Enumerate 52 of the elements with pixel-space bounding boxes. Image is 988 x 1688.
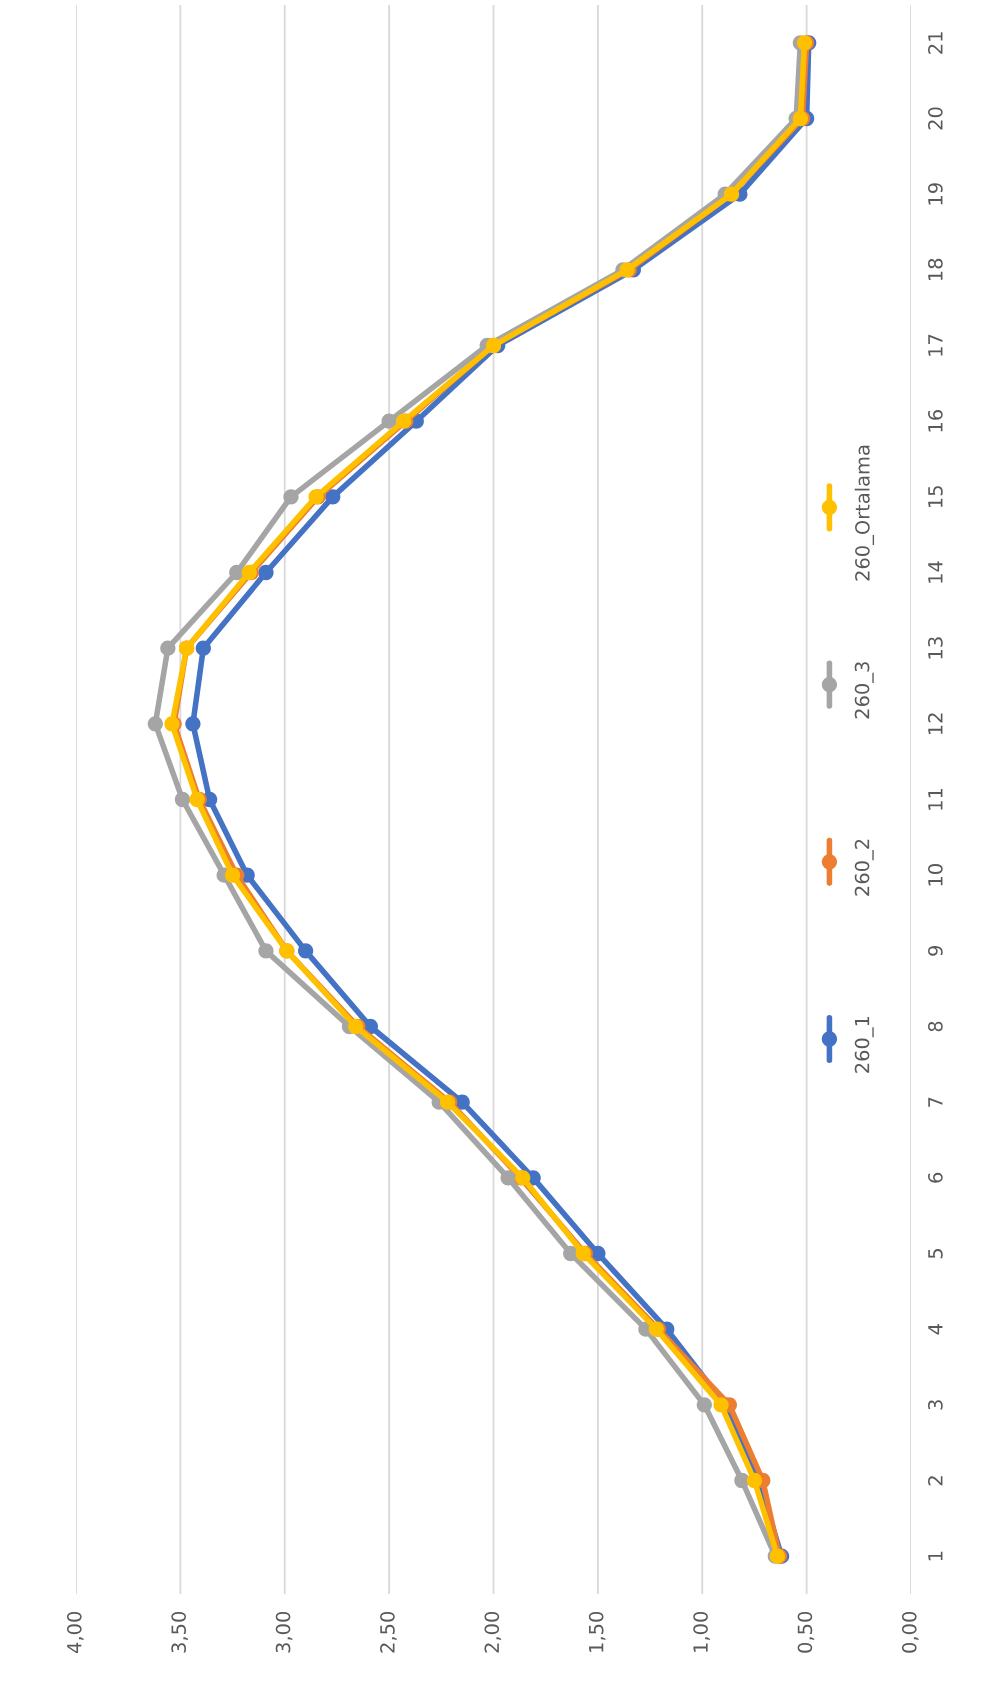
legend-label: 260_2 — [854, 839, 874, 896]
y-tick-label: 21 — [928, 32, 943, 54]
legend-label: 260_1 — [854, 1016, 874, 1073]
point — [160, 640, 176, 656]
y-tick-label: 18 — [928, 258, 943, 281]
y-tick-label: 14 — [928, 561, 943, 583]
point — [500, 1170, 516, 1186]
point — [563, 1245, 579, 1262]
y-tick-label: 12 — [928, 713, 943, 735]
point — [174, 791, 191, 808]
y-tick-label: 19 — [928, 183, 943, 205]
point — [746, 1472, 763, 1489]
point — [258, 943, 274, 959]
x-tick-label: 2,50 — [380, 1611, 397, 1653]
y-tick-label: 10 — [928, 864, 943, 886]
y-tick-label: 7 — [928, 1097, 943, 1107]
point — [258, 564, 274, 581]
point — [297, 943, 314, 959]
point — [696, 1397, 712, 1413]
x-tick-label: 1,00 — [693, 1611, 710, 1652]
x-tick-label: 4,00 — [66, 1611, 84, 1654]
point — [229, 564, 245, 581]
point — [713, 1397, 729, 1413]
x-tick-label: 0,00 — [901, 1611, 919, 1653]
legend-label: 260_Ortalama — [854, 445, 875, 581]
y-tick-label: 13 — [928, 637, 943, 659]
point — [325, 489, 341, 505]
y-tick-label: 15 — [928, 486, 943, 508]
y-tick-label: 2 — [928, 1476, 943, 1486]
y-tick-label: 5 — [928, 1249, 943, 1259]
y-tick-label: 20 — [928, 107, 943, 130]
x-tick-label: 3,00 — [275, 1611, 293, 1653]
point — [283, 489, 299, 505]
legend-label: 260_3 — [854, 662, 874, 719]
x-tick-label: 1,50 — [588, 1611, 606, 1652]
x-tick-label: 2,00 — [484, 1611, 502, 1653]
y-tick-label: 16 — [928, 410, 943, 432]
y-tick-label: 11 — [928, 788, 943, 810]
y-tick-label: 8 — [928, 1021, 943, 1032]
point — [195, 640, 211, 656]
y-tick-label: 4 — [928, 1324, 943, 1335]
y-tick-label: 6 — [928, 1172, 943, 1183]
y-tick-label: 9 — [928, 946, 943, 956]
point — [381, 413, 397, 429]
point — [185, 716, 201, 732]
y-tick-label: 3 — [928, 1400, 943, 1410]
point — [147, 716, 163, 732]
x-tick-label: 0,50 — [797, 1611, 815, 1653]
y-tick-label: 1 — [928, 1551, 943, 1561]
x-tick-label: 3,50 — [171, 1611, 188, 1653]
y-tick-label: 17 — [928, 334, 943, 356]
point — [224, 867, 241, 883]
